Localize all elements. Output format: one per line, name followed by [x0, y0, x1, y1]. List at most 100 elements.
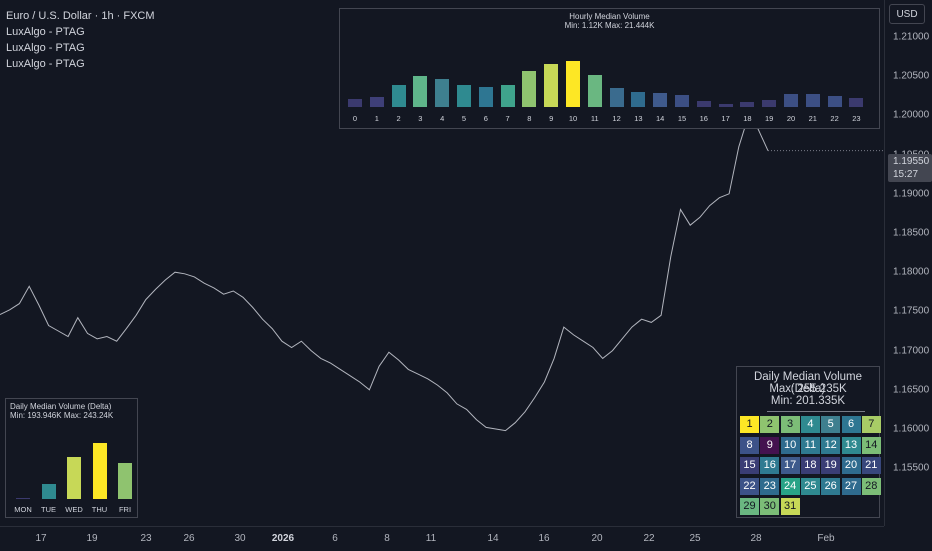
calendar-day-cell: 5: [821, 416, 841, 433]
hour-label: 5: [461, 114, 467, 123]
weekday-label: FRI: [118, 505, 132, 514]
calendar-day-cell: 3: [780, 416, 800, 433]
hour-label: 21: [808, 114, 817, 123]
price-axis[interactable]: [884, 0, 932, 526]
last-price-tag: 1.19550 15:27: [888, 154, 932, 182]
bar-countdown: 15:27: [893, 169, 919, 180]
hour-label: 6: [483, 114, 488, 123]
hour-label: 20: [786, 114, 796, 123]
panel-title: Daily Median Volume (Delta): [753, 371, 863, 395]
time-tick: 2026: [271, 533, 295, 544]
hour-label: 1: [374, 114, 379, 123]
hourly-volume-bar: [762, 100, 777, 107]
hour-label: 14: [656, 114, 665, 123]
calendar-day-cell: 14: [861, 436, 881, 454]
divider: [767, 411, 865, 412]
hourly-volume-bar: [544, 64, 559, 107]
weekday-label: THU: [91, 505, 108, 514]
hour-label: 4: [440, 114, 445, 123]
hour-label: 2: [396, 114, 401, 123]
hourly-volume-bar: [522, 70, 537, 107]
calendar-day-cell: 16: [760, 457, 780, 475]
indicator-label[interactable]: LuxAlgo - PTAG: [6, 58, 85, 70]
hour-label: 9: [549, 114, 554, 123]
chart-legend: Euro / U.S. Dollar · 1h · FXCM LuxAlgo -…: [6, 8, 155, 72]
time-axis[interactable]: [0, 526, 884, 551]
hour-label: 16: [699, 114, 708, 123]
hourly-volume-bar: [413, 76, 428, 107]
calendar-day-cell: 27: [841, 477, 861, 495]
daily-volume-bar: [92, 443, 107, 499]
price-tick: 1.19000: [893, 188, 930, 200]
calendar-day-cell: 25: [800, 477, 820, 495]
hourly-volume-bar: [827, 95, 842, 107]
calendar-day-cell: 10: [780, 436, 800, 454]
daily-volume-bar: [16, 498, 30, 499]
hourly-volume-bar: [784, 93, 798, 107]
price-tick: 1.15500: [893, 462, 930, 474]
time-tick: 26: [183, 533, 195, 544]
weekday-label: WED: [65, 505, 83, 514]
hourly-volume-bar: [653, 93, 668, 107]
time-tick: 8: [384, 533, 390, 544]
panel-subtitle: Min: 1.12K Max: 21.444K: [564, 21, 655, 30]
price-tick: 1.18500: [893, 227, 930, 239]
time-tick: 28: [750, 533, 762, 544]
hour-label: 18: [743, 114, 752, 123]
calendar-day-cell: 31: [780, 498, 800, 516]
time-tick: 20: [591, 533, 603, 544]
price-tick: 1.17000: [893, 345, 930, 357]
hourly-volume-bar: [391, 84, 406, 107]
hourly-volume-bar: [675, 95, 689, 107]
hourly-volume-bar: [805, 94, 820, 107]
indicator-label[interactable]: LuxAlgo - PTAG: [6, 26, 85, 38]
hour-label: 15: [677, 114, 687, 123]
calendar-day-cell: 12: [821, 436, 841, 454]
hour-label: 11: [590, 114, 599, 123]
weekday-label: TUE: [41, 505, 56, 514]
currency-button[interactable]: USD: [889, 4, 925, 24]
hourly-volume-bar: [369, 96, 384, 107]
min-label: Min: 201.335K: [770, 395, 846, 407]
indicator-label[interactable]: LuxAlgo - PTAG: [6, 42, 85, 54]
symbol-title[interactable]: Euro / U.S. Dollar · 1h · FXCM: [6, 10, 155, 22]
hour-label: 13: [634, 114, 643, 123]
daily-heatmap-panel: Daily Median Volume (Delta) Max: 255.235…: [736, 366, 881, 518]
hourly-volume-bar: [696, 101, 711, 107]
last-price: 1.19550: [893, 156, 930, 167]
panel-subtitle: Min: 193.946K Max: 243.24K: [10, 411, 114, 420]
time-tick: 6: [332, 533, 338, 544]
calendar-day-cell: 20: [841, 457, 861, 475]
hour-label: 23: [852, 114, 861, 123]
daily-volume-panel: Daily Median Volume (Delta) Min: 193.946…: [5, 398, 138, 518]
time-tick: 14: [487, 533, 499, 544]
calendar-day-cell: 8: [740, 436, 759, 454]
time-tick: 30: [234, 533, 246, 544]
panel-title: Daily Median Volume (Delta): [10, 402, 112, 411]
hourly-volume-bar: [500, 84, 515, 107]
time-tick: 23: [140, 533, 152, 544]
calendar-day-cell: 26: [821, 477, 841, 495]
hourly-volume-bar: [478, 86, 493, 107]
hour-label: 17: [721, 114, 730, 123]
calendar-day-cell: 22: [740, 477, 759, 495]
max-label: Max: 255.235K: [769, 383, 847, 395]
calendar-day-cell: 23: [760, 477, 780, 495]
hour-label: 0: [352, 114, 358, 123]
price-tick: 1.17500: [893, 305, 930, 317]
time-tick: 22: [643, 533, 655, 544]
calendar-day-cell: 24: [780, 477, 800, 495]
hourly-volume-panel: Hourly Median Volume Min: 1.12K Max: 21.…: [339, 8, 880, 129]
hour-label: 10: [568, 114, 578, 123]
calendar-day-cell: 4: [800, 416, 820, 433]
price-series: [0, 114, 769, 432]
calendar-day-cell: 19: [821, 457, 841, 475]
calendar-day-cell: 1: [740, 416, 759, 433]
hourly-volume-bar: [348, 98, 362, 107]
weekday-label: MON: [14, 505, 32, 514]
hour-label: 12: [612, 114, 621, 123]
time-tick: 19: [86, 533, 98, 544]
daily-volume-bar: [41, 483, 56, 499]
hourly-volume-bar: [631, 92, 646, 107]
